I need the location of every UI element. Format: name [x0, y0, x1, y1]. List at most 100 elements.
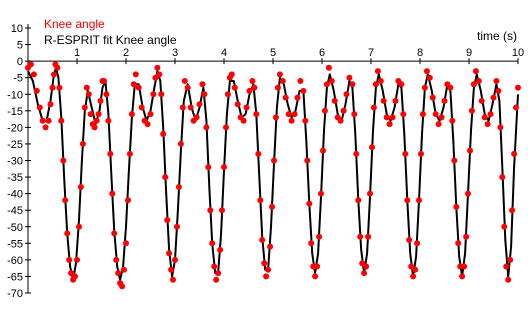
- data-point-knee-angle: [265, 266, 272, 273]
- data-point-knee-angle: [42, 124, 49, 131]
- data-point-knee-angle: [209, 240, 216, 247]
- data-point-knee-angle: [87, 111, 94, 118]
- data-point-knee-angle: [111, 230, 118, 237]
- y-tick-label: -70: [7, 288, 23, 300]
- data-point-knee-angle: [201, 91, 208, 98]
- data-point-knee-angle: [451, 157, 458, 164]
- tick-labels: 1 2 3 4 5 6 7 8 9 10 10 5 0 -5 -10 -15 -20 -25 -30 -35 -40 -4…: [7, 23, 524, 300]
- data-point-knee-angle: [263, 273, 270, 280]
- y-tick-label: -45: [7, 205, 23, 217]
- data-point-knee-angle: [253, 111, 260, 118]
- legend-label-resprit-fit: R-ESPRIT fit Knee angle: [44, 33, 177, 47]
- data-point-knee-angle: [318, 190, 324, 197]
- data-point-knee-angle: [246, 87, 253, 94]
- data-point-knee-angle: [164, 217, 171, 224]
- data-point-knee-angle: [224, 91, 231, 98]
- data-point-knee-angle: [505, 276, 512, 283]
- data-point-knee-angle: [205, 164, 212, 171]
- data-point-knee-angle: [228, 71, 235, 78]
- data-point-knee-angle: [468, 107, 475, 114]
- data-point-knee-angle: [484, 121, 491, 128]
- data-point-knee-angle: [406, 237, 413, 243]
- data-point-knee-angle: [47, 101, 54, 108]
- data-point-knee-angle: [386, 121, 393, 128]
- data-point-knee-angle: [487, 111, 494, 118]
- data-point-knee-angle: [49, 84, 56, 91]
- data-point-knee-angle: [203, 124, 210, 131]
- x-tick-label: 4: [221, 47, 227, 59]
- data-point-knee-angle: [113, 256, 120, 263]
- data-point-knee-angle: [255, 150, 262, 157]
- data-point-knee-angle: [95, 111, 102, 118]
- data-point-knee-angle: [426, 74, 433, 81]
- data-point-knee-angle: [54, 64, 61, 71]
- data-point-knee-angle: [513, 104, 519, 111]
- data-point-knee-angle: [349, 81, 356, 88]
- data-point-knee-angle: [272, 114, 279, 121]
- y-tick-label: -20: [7, 122, 23, 134]
- data-point-knee-angle: [481, 114, 488, 121]
- data-point-knee-angle: [249, 78, 256, 84]
- data-point-knee-angle: [45, 117, 52, 124]
- data-point-knee-angle: [123, 240, 129, 247]
- data-point-knee-angle: [58, 117, 65, 124]
- data-point-knee-angle: [374, 68, 381, 75]
- data-point-knee-angle: [257, 197, 264, 204]
- data-point-knee-angle: [177, 140, 184, 147]
- data-point-knee-angle: [261, 260, 268, 267]
- data-point-knee-angle: [121, 266, 127, 273]
- data-point-knee-angle: [499, 174, 506, 181]
- data-point-knee-angle: [367, 190, 373, 197]
- data-point-knee-angle: [294, 94, 301, 101]
- data-point-knee-angle: [76, 223, 82, 230]
- data-point-knee-angle: [109, 190, 116, 197]
- y-tick-label: -35: [7, 172, 23, 184]
- data-point-knee-angle: [219, 207, 225, 214]
- data-point-knee-angle: [465, 190, 471, 197]
- data-point-knee-angle: [414, 240, 421, 247]
- data-point-knee-angle: [274, 84, 281, 91]
- y-tick-label: 10: [11, 23, 23, 35]
- data-point-knee-angle: [251, 84, 258, 91]
- data-point-knee-angle: [467, 147, 473, 154]
- data-point-knee-angle: [316, 233, 323, 240]
- data-point-knee-angle: [412, 266, 419, 273]
- data-point-knee-angle: [196, 101, 203, 108]
- x-tick-label: 2: [123, 47, 129, 59]
- data-point-knee-angle: [361, 270, 368, 277]
- data-point-knee-angle: [85, 91, 92, 98]
- data-point-knee-angle: [83, 84, 90, 91]
- data-point-knee-angle: [438, 114, 445, 121]
- data-point-knee-angle: [107, 150, 114, 157]
- data-point-knee-angle: [97, 97, 104, 104]
- data-point-knee-angle: [213, 276, 220, 283]
- data-point-knee-angle: [308, 240, 315, 247]
- y-tick-label: -15: [7, 106, 23, 118]
- data-point-knee-angle: [432, 111, 439, 118]
- data-point-knee-angle: [144, 121, 151, 128]
- data-point-knee-angle: [282, 94, 289, 101]
- data-point-knee-angle: [511, 150, 518, 157]
- data-point-knee-angle: [81, 104, 88, 111]
- data-point-knee-angle: [493, 78, 500, 84]
- data-point-knee-angle: [51, 71, 57, 78]
- data-point-knee-angle: [72, 273, 78, 280]
- data-point-knee-angle: [79, 140, 86, 147]
- data-point-knee-angle: [351, 111, 358, 118]
- data-point-knee-angle: [27, 61, 34, 68]
- data-point-knee-angle: [269, 203, 275, 210]
- data-point-knee-angle: [175, 184, 182, 190]
- data-point-knee-angle: [380, 97, 387, 104]
- data-point-knee-angle: [365, 233, 372, 240]
- data-point-knee-angle: [56, 84, 63, 91]
- data-point-knee-angle: [478, 97, 485, 104]
- data-point-knee-angle: [128, 111, 135, 118]
- data-point-knee-angle: [509, 207, 516, 214]
- y-tick-label: -55: [7, 238, 23, 250]
- data-point-knee-angle: [187, 104, 194, 111]
- data-point-knee-angle: [370, 104, 377, 111]
- data-point-knee-angle: [421, 84, 428, 91]
- data-point-knee-angle: [372, 81, 379, 88]
- data-point-knee-angle: [447, 84, 454, 91]
